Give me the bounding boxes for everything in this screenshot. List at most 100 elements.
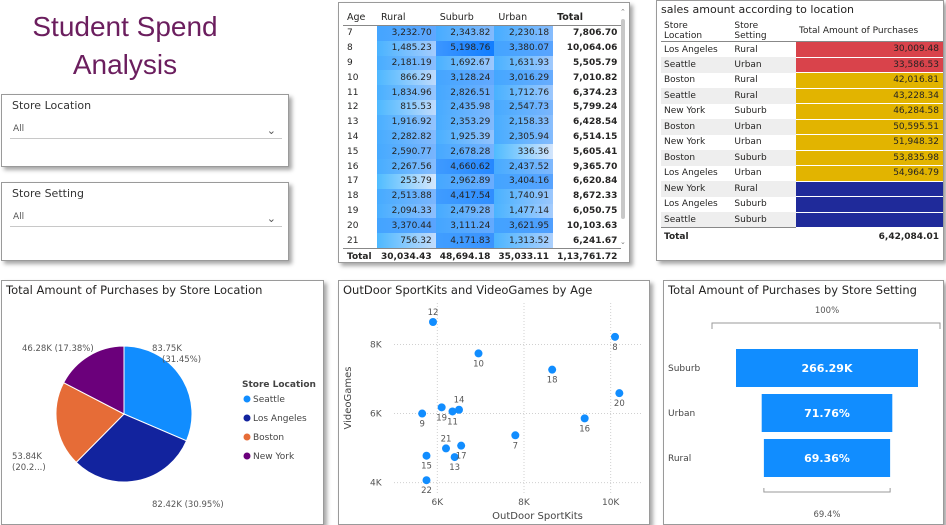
slicer-label: Store Setting [12, 187, 84, 200]
pie-data-label-pct: (31.45%) [162, 355, 201, 365]
amount-cell: 43,228.34 [796, 88, 943, 104]
svg-text:⌄: ⌄ [620, 238, 626, 245]
location-cell: Seattle [664, 90, 696, 101]
matrix-total-cell: 6,428.54 [573, 117, 618, 128]
funnel-bar-urban[interactable] [761, 394, 893, 432]
amount-cell: 53,835.98 [796, 150, 943, 166]
matrix-value-cell: 866.29 [377, 70, 436, 86]
y-axis-title: VideoGames [343, 367, 354, 430]
matrix-value-cell: 2,513.88 [377, 188, 436, 204]
matrix-value-cell: 2,678.28 [435, 144, 495, 160]
scatter-point-age-22[interactable] [422, 476, 431, 485]
matrix-value-cell: 2,230.18 [494, 25, 554, 41]
matrix-row: 13 1,916.92 2,353.29 2,158.33 6,428.54 [343, 114, 621, 130]
location-cell: Seattle [664, 59, 696, 70]
matrix-age-cell: 20 [347, 220, 359, 231]
matrix-value-cell: 2,158.33 [494, 114, 554, 130]
matrix-value-cell: 5,198.76 [435, 40, 495, 56]
matrix-row: 7 3,232.70 2,343.82 2,230.18 7,806.70 [343, 25, 621, 41]
location-row: Boston Urban 50,595.51 [661, 119, 943, 135]
amount-cell: 51,948.32 [796, 134, 943, 151]
matrix-total-cell: 1,13,761.72 [553, 247, 622, 265]
funnel-chart: 100% 266.29K Suburb 71.76% Urban 69.36% Rural 6… [668, 306, 941, 520]
matrix-scrollbar[interactable]: ⌃ ⌄ [619, 7, 627, 245]
matrix-value-cell: 4,171.83 [435, 233, 495, 249]
legend-marker [243, 452, 251, 460]
pie-legend-item[interactable]: New York [253, 452, 295, 462]
matrix-header-urban[interactable]: Urban [494, 9, 554, 26]
matrix-age-cell: 16 [347, 161, 359, 172]
matrix-header-total[interactable]: Total [553, 9, 622, 26]
pie-slice-new-york[interactable] [62, 345, 125, 415]
setting-cell: Urban [734, 168, 762, 179]
matrix-total-cell: 7,010.82 [573, 72, 618, 83]
store-location-dropdown[interactable]: All ⌄ [10, 119, 282, 139]
matrix-row: 15 2,590.77 2,678.28 336.36 5,605.41 [343, 144, 621, 160]
matrix-value-cell: 253.79 [377, 173, 436, 189]
funnel-bar-suburb[interactable] [736, 349, 918, 387]
location-table: Store Location Store Setting Total Amount … [661, 21, 943, 246]
matrix-age-cell: 19 [347, 205, 359, 216]
scatter-point-age-12[interactable] [429, 318, 437, 326]
matrix-header-age[interactable]: Age [343, 9, 377, 26]
x-tick-label: 8K [518, 498, 531, 508]
scatter-point-age-15[interactable] [422, 451, 431, 460]
scatter-point-age-19[interactable] [437, 403, 446, 412]
scatter-point-age-16[interactable] [580, 414, 589, 423]
scatter-point-age-11[interactable] [448, 407, 457, 416]
location-header-0[interactable]: Store Location [661, 21, 732, 42]
pie-slice-los-angeles[interactable] [75, 413, 188, 483]
funnel-bar-label: 71.76% [804, 407, 850, 420]
location-header-1[interactable]: Store Setting [731, 21, 796, 42]
matrix-total-cell: 35,033.11 [494, 247, 554, 265]
scatter-point-age-13[interactable] [450, 453, 459, 462]
scatter-point-age-10[interactable] [474, 349, 483, 358]
matrix-value-cell: 2,353.29 [435, 114, 495, 130]
scatter-point-age-7[interactable] [511, 431, 520, 440]
pie-legend-item[interactable]: Boston [253, 433, 284, 443]
pie-chart-card: Total Amount of Purchases by Store Locat… [1, 280, 324, 525]
pie-legend-item[interactable]: Los Angeles [253, 414, 307, 424]
matrix-total-cell: 8,672.33 [573, 191, 618, 202]
matrix-row: 17 253.79 2,962.89 3,404.16 6,620.84 [343, 173, 621, 189]
scatter-point-age-21[interactable] [442, 444, 450, 453]
pie-chart-title: Total Amount of Purchases by Store Locat… [6, 283, 263, 297]
store-location-slicer: Store Location All ⌄ [1, 94, 289, 167]
funnel-bar-rural[interactable] [763, 439, 891, 477]
pie-legend-item[interactable]: Seattle [253, 395, 285, 405]
matrix-value-cell: 336.36 [494, 144, 554, 160]
scatter-point-age-14[interactable] [455, 405, 463, 414]
matrix-header-rural[interactable]: Rural [377, 9, 436, 26]
matrix-row: 16 2,267.56 4,660.62 2,437.52 9,365.70 [343, 159, 621, 174]
total-amount: 6,42,084.01 [796, 227, 943, 246]
location-cell: New York [664, 106, 706, 117]
matrix-header-suburb[interactable]: Suburb [435, 9, 495, 26]
scatter-point-age-8[interactable] [611, 332, 619, 341]
location-row: Seattle Urban 33,586.53 [661, 57, 943, 73]
report-title: Student Spend Analysis [30, 8, 220, 84]
pie-slice-seattle[interactable] [123, 345, 193, 442]
setting-cell: Rural [734, 183, 758, 194]
matrix-total-cell: 30,034.43 [377, 247, 436, 265]
matrix-total-cell: 10,064.06 [566, 43, 618, 54]
location-header-2[interactable]: Total Amount of Purchases [796, 21, 943, 42]
pie-data-label: 46.28K (17.38%) [22, 344, 94, 354]
matrix-value-cell: 2,305.94 [494, 129, 554, 145]
store-setting-dropdown[interactable]: All ⌄ [10, 207, 282, 227]
scatter-point-age-17[interactable] [457, 441, 466, 450]
scatter-point-age-9[interactable] [418, 409, 427, 418]
funnel-bar-label: 266.29K [802, 362, 853, 375]
y-tick-label: 6K [370, 410, 383, 420]
matrix-value-cell: 1,834.96 [377, 85, 436, 100]
matrix-value-cell: 2,094.33 [377, 203, 436, 219]
matrix-value-cell: 1,631.93 [494, 55, 554, 71]
matrix-value-cell: 2,435.98 [435, 99, 495, 115]
x-axis-title: OutDoor SportKits [492, 511, 583, 522]
scatter-point-label: 16 [579, 424, 590, 434]
pie-data-label: 53.84K [12, 452, 42, 462]
location-row: Seattle Suburb [661, 212, 943, 228]
scatter-point-age-20[interactable] [615, 389, 624, 398]
svg-text:⌃: ⌃ [620, 8, 626, 16]
pie-slice-boston[interactable] [55, 381, 125, 464]
scatter-point-age-18[interactable] [548, 365, 557, 374]
